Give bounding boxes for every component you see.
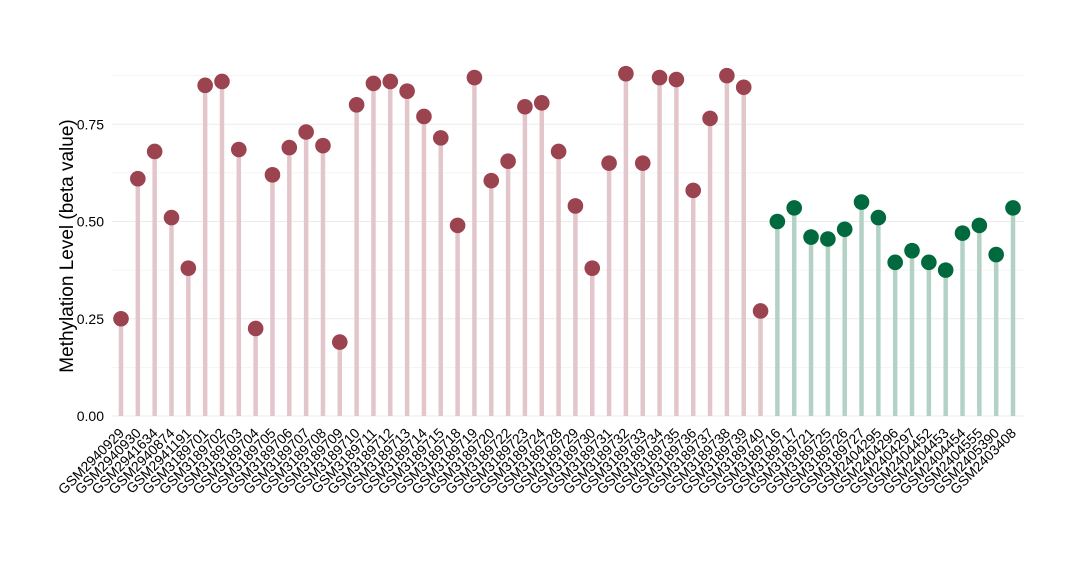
data-point	[281, 139, 298, 156]
data-point	[264, 167, 281, 183]
data-point	[348, 97, 365, 113]
data-point	[651, 69, 668, 86]
data-point	[500, 153, 516, 170]
data-point	[870, 209, 887, 226]
data-point	[247, 320, 264, 337]
data-point	[382, 73, 399, 90]
data-point	[550, 143, 567, 160]
data-point	[634, 155, 651, 171]
data-point	[836, 221, 853, 238]
data-point	[887, 254, 903, 271]
data-point	[921, 254, 937, 271]
data-point	[803, 229, 819, 245]
x-axis-ticks: GSM2940929GSM2940930GSM2941634GSM2940874…	[55, 425, 1020, 498]
data-point	[180, 260, 197, 276]
data-point	[954, 225, 971, 241]
data-point	[113, 310, 129, 327]
data-point	[298, 124, 314, 140]
data-point	[618, 65, 634, 82]
data-point	[668, 71, 685, 88]
points	[113, 65, 1021, 350]
data-point	[533, 95, 550, 111]
data-point	[432, 130, 449, 146]
y-tick-label: 0.25	[77, 311, 104, 327]
data-point	[769, 213, 786, 230]
data-point	[584, 260, 601, 276]
data-point	[416, 108, 432, 125]
data-point	[1005, 200, 1021, 216]
y-tick-label: 0.50	[77, 214, 104, 230]
data-point	[685, 182, 702, 199]
data-point	[449, 217, 466, 234]
y-tick-label: 0.00	[77, 408, 104, 424]
data-point	[988, 246, 1004, 263]
data-point	[786, 200, 803, 216]
data-point	[971, 217, 988, 234]
y-tick-label: 0.75	[77, 116, 104, 132]
data-point	[904, 242, 920, 259]
data-point	[163, 209, 180, 226]
data-point	[315, 137, 331, 154]
data-point	[130, 170, 146, 187]
data-point	[853, 194, 870, 210]
data-point	[466, 69, 483, 86]
data-point	[719, 67, 735, 84]
y-axis-label: Methylation Level (beta value)	[57, 119, 78, 372]
data-point	[820, 231, 836, 247]
data-point	[231, 141, 247, 158]
data-point	[146, 143, 163, 160]
data-point	[937, 262, 954, 278]
data-point	[567, 198, 584, 214]
data-point	[483, 172, 500, 189]
grid-lines	[112, 75, 1024, 417]
data-point	[517, 98, 533, 115]
data-point	[214, 73, 230, 90]
data-point	[331, 334, 348, 350]
data-point	[365, 75, 382, 92]
data-point	[197, 77, 213, 94]
stems	[118, 73, 1016, 416]
y-axis-ticks: 0.00 0.25 0.50 0.75	[77, 116, 104, 424]
data-point	[601, 155, 617, 171]
data-point	[735, 79, 752, 96]
data-point	[752, 303, 769, 319]
data-point	[702, 110, 718, 127]
data-point	[399, 83, 415, 99]
